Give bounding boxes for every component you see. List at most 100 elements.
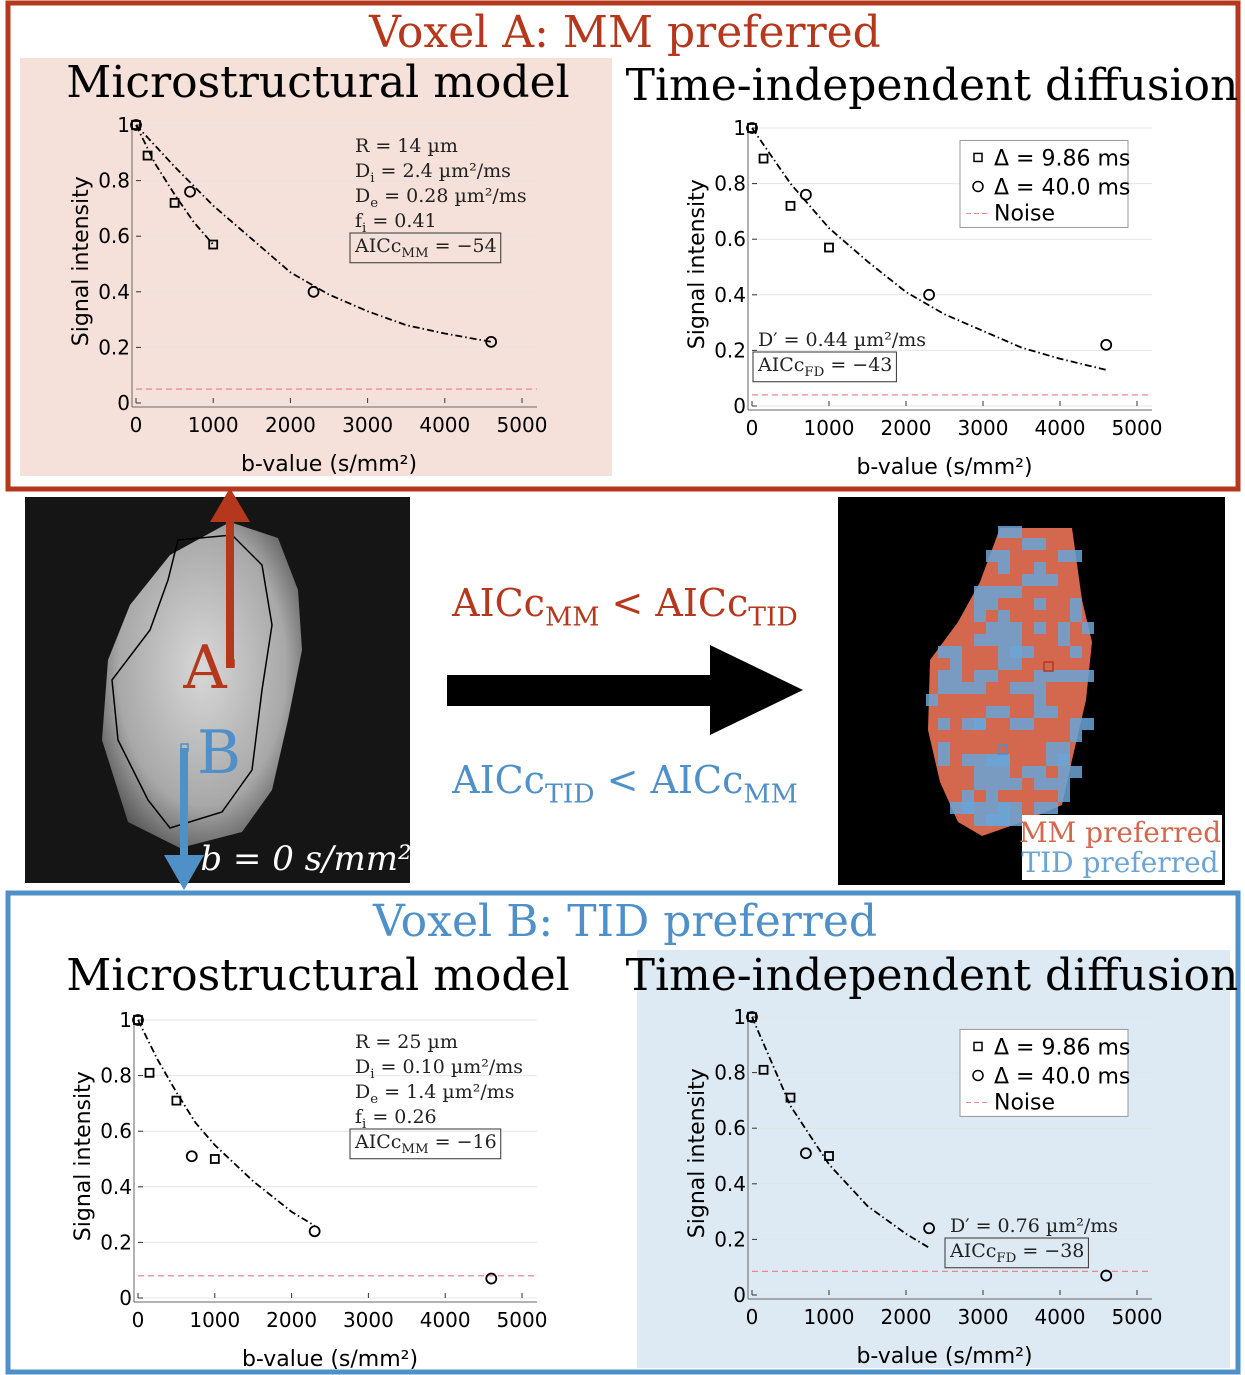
map-cell (998, 754, 1010, 766)
map-cell (950, 682, 974, 694)
y-tick-label: 1 (119, 1008, 132, 1032)
text-part: D′ = 0.44 µm²/ms (758, 329, 926, 351)
y-tick-label: 0.6 (98, 224, 130, 248)
annotation: R = 25 µm (355, 1031, 458, 1053)
map-cell (998, 586, 1010, 598)
map-cell (998, 658, 1010, 670)
map-cell (1070, 718, 1094, 730)
text-part: = −54 (429, 235, 497, 257)
data-point (1101, 340, 1111, 350)
x-tick-label: 0 (746, 1305, 759, 1329)
comparison: AICcMM < AICcTID (451, 581, 798, 633)
map-cell (1070, 610, 1082, 622)
map-cell (1046, 706, 1058, 718)
legend-label: Δ = 9.86 ms (994, 146, 1130, 171)
map-cell (1070, 646, 1082, 658)
y-tick-label: 0.6 (714, 1116, 746, 1140)
y-tick-label: 0 (733, 1283, 746, 1307)
data-point (486, 1274, 496, 1284)
map-cell (974, 766, 986, 778)
map-cell (938, 682, 950, 694)
x-tick-label: 2000 (265, 413, 316, 437)
y-tick-label: 1 (117, 113, 130, 137)
x-tick-label: 2000 (881, 416, 932, 440)
legend-label: Δ = 9.86 ms (994, 1035, 1130, 1060)
figure: Voxel A: MM preferred Voxel B: TID prefe… (0, 0, 1245, 1375)
text-part: < AICc (595, 758, 744, 802)
label-a: A (182, 633, 227, 703)
map-cell (1010, 646, 1022, 658)
map-cell (998, 778, 1022, 790)
voxel-a-title: Voxel A: MM preferred (368, 7, 881, 58)
text-part: R = 25 µm (355, 1031, 458, 1053)
text-part: FD (996, 1251, 1016, 1266)
chart-title: Time-independent diffusion (626, 60, 1239, 111)
x-tick-label: 0 (132, 1308, 145, 1332)
x-tick-label: 4000 (419, 413, 470, 437)
legend-label: Noise (994, 1090, 1055, 1115)
x-tick-label: 2000 (266, 1308, 317, 1332)
map-cell (1034, 706, 1046, 718)
text-part: FD (804, 365, 824, 380)
map-cell (974, 670, 998, 682)
map-cell (938, 670, 962, 682)
map-legend-entry: TID preferred (1021, 846, 1218, 879)
map-cell (1058, 754, 1070, 766)
y-tick-label: 0 (117, 391, 130, 415)
y-axis-label: Signal intensity (71, 1071, 96, 1241)
map-cell (962, 802, 986, 814)
text-part: D (355, 185, 370, 207)
map-cell (1010, 586, 1022, 598)
y-tick-label: 0.4 (714, 283, 746, 307)
x-tick-label: 5000 (497, 1308, 548, 1332)
map-cell (938, 754, 950, 766)
y-tick-label: 1 (733, 116, 746, 140)
map-cell (1046, 778, 1070, 790)
text-part: AICc (451, 758, 545, 802)
x-axis-label: b-value (s/mm²) (242, 1347, 418, 1372)
y-tick-label: 1 (733, 1005, 746, 1029)
annotation: D′ = 0.76 µm²/ms (950, 1215, 1118, 1237)
big-arrow-shaft (447, 675, 713, 706)
map-cell (1034, 562, 1046, 574)
text-part: e (370, 1092, 378, 1107)
map-cell (1070, 598, 1082, 610)
annotation: De = 1.4 µm²/ms (355, 1081, 515, 1107)
annotation: AICcFD = −43 (757, 354, 892, 380)
legend-label: Noise (994, 201, 1055, 226)
legend: Δ = 9.86 msΔ = 40.0 msNoise (960, 1029, 1130, 1116)
map-cell (986, 550, 1010, 562)
x-tick-label: 2000 (881, 1305, 932, 1329)
map-cell (938, 646, 950, 658)
map-cell (962, 754, 974, 766)
text-part: R = 14 µm (355, 135, 458, 157)
map-cell (1010, 682, 1034, 694)
text-part: D′ = 0.76 µm²/ms (950, 1215, 1118, 1237)
map-cell (1070, 670, 1094, 682)
text-part: AICc (949, 1240, 996, 1262)
annotation: Di = 0.10 µm²/ms (355, 1056, 523, 1082)
map-cell (998, 610, 1010, 622)
map-cell (1034, 802, 1046, 814)
y-tick-label: 0.2 (100, 1230, 132, 1254)
map-cell (998, 562, 1010, 574)
label-b: B (197, 718, 241, 788)
map-cell (986, 790, 998, 802)
chart-title: Microstructural model (66, 57, 569, 108)
map-cell (1058, 670, 1070, 682)
text-part: MM (401, 1142, 428, 1157)
map-cell (1058, 622, 1070, 634)
map-cell (974, 610, 986, 622)
map-cell (1046, 802, 1058, 814)
legend-label: Δ = 40.0 ms (994, 175, 1130, 200)
map-cell (974, 598, 998, 610)
map-cell (974, 682, 986, 694)
text-part: MM (401, 246, 428, 261)
text-part: MM (743, 779, 797, 810)
text-part: = 1.4 µm²/ms (378, 1081, 514, 1103)
map-cell (1070, 730, 1082, 742)
text-part: AICc (354, 1131, 401, 1153)
map-cell (1034, 766, 1046, 778)
x-tick-label: 0 (130, 413, 143, 437)
